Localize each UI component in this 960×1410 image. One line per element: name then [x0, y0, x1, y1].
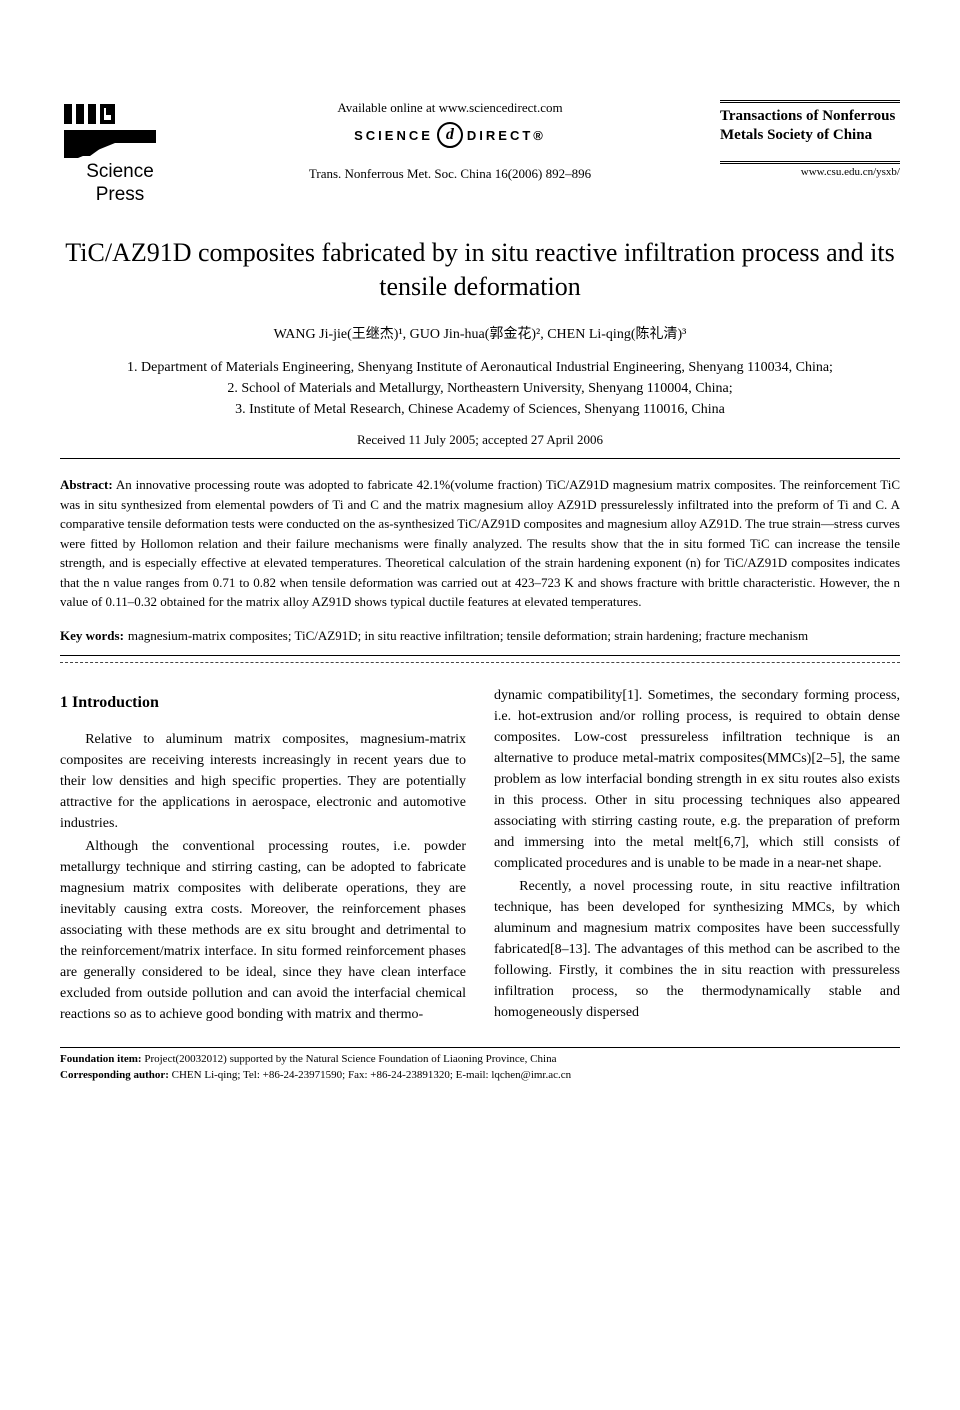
- affiliation-2: 2. School of Materials and Metallurgy, N…: [60, 378, 900, 399]
- column-left: 1 Introduction Relative to aluminum matr…: [60, 685, 466, 1027]
- rule-bottom: [720, 161, 900, 164]
- footer-block: Foundation item: Project(20032012) suppo…: [60, 1047, 900, 1083]
- corresponding-text: CHEN Li-qing; Tel: +86-24-23971590; Fax:…: [172, 1069, 571, 1081]
- keywords-block: Key words: magnesium-matrix composites; …: [60, 626, 900, 646]
- abstract-text: An innovative processing route was adopt…: [60, 477, 900, 609]
- affiliations-block: 1. Department of Materials Engineering, …: [60, 357, 900, 420]
- section-heading-intro: 1 Introduction: [60, 691, 466, 715]
- corresponding-label: Corresponding author:: [60, 1069, 169, 1081]
- sd-circle-icon: d: [437, 122, 463, 148]
- sd-text-right: DIRECT®: [467, 128, 546, 143]
- sd-text-left: SCIENCE: [354, 128, 433, 143]
- divider-dashed: [60, 662, 900, 663]
- science-press-logo-icon: [60, 100, 160, 160]
- affiliation-3: 3. Institute of Metal Research, Chinese …: [60, 399, 900, 420]
- para-c2-1: dynamic compatibility[1]. Sometimes, the…: [494, 685, 900, 874]
- abstract-block: Abstract: An innovative processing route…: [60, 475, 900, 612]
- corresponding-line: Corresponding author: CHEN Li-qing; Tel:…: [60, 1068, 900, 1083]
- para-c1-2: Although the conventional processing rou…: [60, 836, 466, 1025]
- foundation-line: Foundation item: Project(20032012) suppo…: [60, 1052, 900, 1067]
- publisher-logo-block: Science Press: [60, 100, 180, 206]
- page-root: Science Press Available online at www.sc…: [0, 0, 960, 1123]
- available-online-text: Available online at www.sciencedirect.co…: [180, 100, 720, 116]
- affiliation-1: 1. Department of Materials Engineering, …: [60, 357, 900, 378]
- authors-line: WANG Ji-jie(王继杰)¹, GUO Jin-hua(郭金花)², CH…: [60, 323, 900, 343]
- divider-1: [60, 458, 900, 459]
- citation-line: Trans. Nonferrous Met. Soc. China 16(200…: [180, 166, 720, 182]
- keywords-text: magnesium-matrix composites; TiC/AZ91D; …: [128, 626, 808, 646]
- para-c1-1: Relative to aluminum matrix composites, …: [60, 729, 466, 834]
- header-center: Available online at www.sciencedirect.co…: [180, 100, 720, 182]
- body-columns: 1 Introduction Relative to aluminum matr…: [60, 685, 900, 1027]
- sciencedirect-logo: SCIENCE d DIRECT®: [180, 122, 720, 148]
- publisher-name-2: Press: [60, 185, 180, 206]
- column-right: dynamic compatibility[1]. Sometimes, the…: [494, 685, 900, 1027]
- journal-name: Transactions of Nonferrous Metals Societ…: [720, 107, 900, 145]
- foundation-text: Project(20032012) supported by the Natur…: [144, 1053, 556, 1065]
- foundation-label: Foundation item:: [60, 1053, 142, 1065]
- journal-url: www.csu.edu.cn/ysxb/: [720, 166, 900, 178]
- divider-2: [60, 655, 900, 656]
- para-c2-2: Recently, a novel processing route, in s…: [494, 876, 900, 1023]
- publisher-name-1: Science: [60, 162, 180, 183]
- abstract-label: Abstract:: [60, 477, 113, 492]
- rule-top: [720, 100, 900, 103]
- keywords-label: Key words:: [60, 626, 124, 646]
- header-right: Transactions of Nonferrous Metals Societ…: [720, 100, 900, 178]
- received-line: Received 11 July 2005; accepted 27 April…: [60, 432, 900, 448]
- article-title: TiC/AZ91D composites fabricated by in si…: [60, 236, 900, 304]
- header-row: Science Press Available online at www.sc…: [60, 100, 900, 206]
